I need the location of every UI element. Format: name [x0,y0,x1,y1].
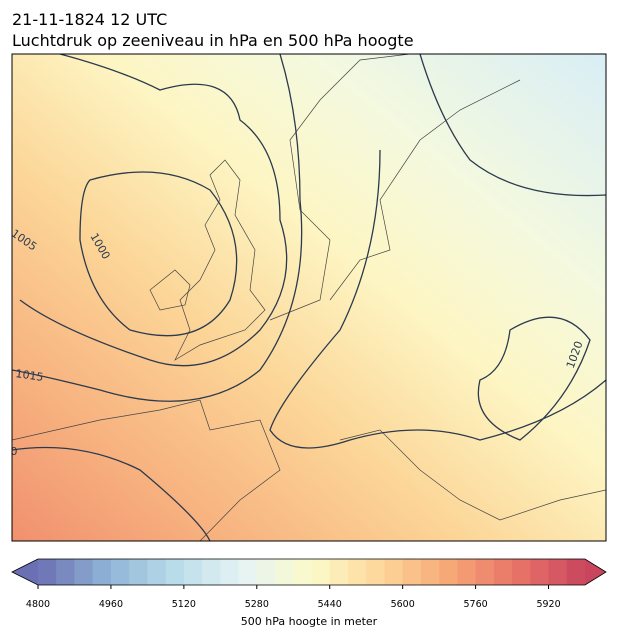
colorbar-segment [366,559,385,585]
colorbar-segment [402,559,422,585]
colorbar-segment [74,559,94,585]
colorbar-segment [293,559,312,585]
colorbar-segment [147,559,167,585]
colorbar-segment [530,559,550,585]
colorbar-tick-label: 5280 [245,599,269,610]
colorbar-segment [275,559,294,585]
coastline [269,54,411,321]
colorbar-segment [129,559,148,585]
colorbar-segment [238,559,258,585]
title-line: 21-11-1824 12 UTC [12,10,167,29]
map-fill [12,54,606,541]
contour-label: 1015 [15,367,45,384]
colorbar-segment [384,559,404,585]
isobar [477,316,591,441]
colorbar-extend [12,559,38,585]
colorbar-segment [439,559,458,585]
colorbar-segment [566,559,586,585]
colorbar-tick-label: 5120 [172,599,196,610]
colorbar-tick-label: 5920 [536,599,560,610]
colorbar-segment [512,559,531,585]
colorbar-segment [457,559,477,585]
colorbar-segment [256,559,276,585]
isobar [419,54,606,197]
coastline [339,429,606,521]
colorbar-segment [493,559,513,585]
title-line: Luchtdruk op zeeniveau in hPa en 500 hPa… [12,31,414,50]
colorbar-segment [220,559,240,585]
coastline [329,79,521,301]
colorbar-segment [420,559,440,585]
colorbar-segment [311,559,331,585]
contour-label: 0 [11,445,18,458]
colorbar-segment [56,559,75,585]
colorbar-outline [11,558,607,586]
colorbar-segment [475,559,495,585]
colorbar-tick-label: 5440 [318,599,342,610]
coastline [12,399,281,541]
colorbar-segment [347,559,367,585]
coastline [174,159,266,361]
isobar [19,54,288,367]
colorbar-tick-label: 5760 [464,599,488,610]
colorbar-tick-label: 4800 [26,599,50,610]
colorbar-segment [548,559,568,585]
isobar [269,149,606,449]
isobar [12,54,303,402]
colorbar-segment [92,559,112,585]
colorbar-segment [183,559,203,585]
colorbar-segment [110,559,130,585]
map: 1005 1000 1015 1020 0 [11,54,606,541]
coastline [149,269,191,311]
isobar [79,171,238,337]
colorbar-segment [38,559,57,585]
colorbar-segment [202,559,221,585]
colorbar-segment [329,559,349,585]
colorbar-tick-label: 5600 [391,599,415,610]
colorbar-extend [585,559,606,585]
map-frame [11,53,607,542]
colorbar: 4800 4960 5120 5280 5440 5600 5760 5920 [11,558,607,610]
colorbar-tick-label: 4960 [99,599,123,610]
isobar [12,446,211,541]
colorbar-label: 500 hPa hoogte in meter [241,615,378,628]
colorbar-segment [165,559,185,585]
